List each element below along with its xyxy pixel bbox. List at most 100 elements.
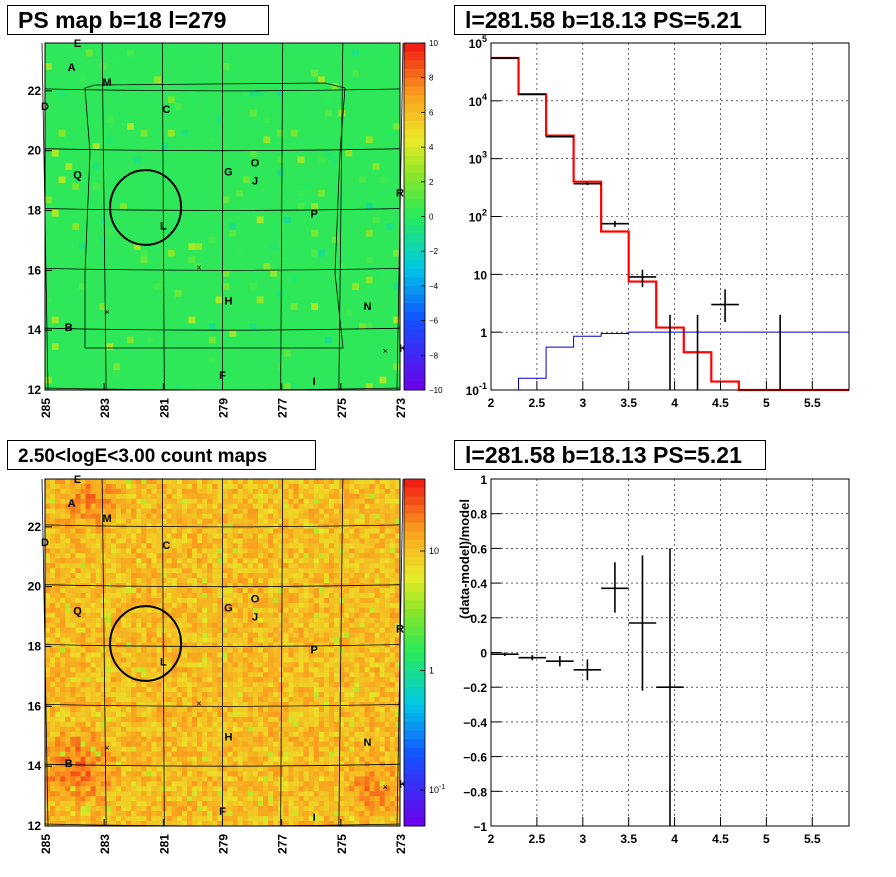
map-pixel [157, 543, 162, 548]
map-pixel [172, 692, 177, 697]
map-pixel [314, 529, 319, 534]
cross-marker: × [104, 307, 109, 317]
map-pixel [233, 514, 238, 519]
map-pixel [233, 563, 238, 568]
map-pixel [111, 479, 116, 484]
map-pixel [101, 682, 106, 687]
map-pixel [126, 568, 131, 573]
map-pixel [106, 722, 111, 727]
map-pixel [197, 657, 202, 662]
map-pixel [334, 494, 339, 499]
map-pixel [278, 598, 283, 603]
map-pixel [50, 548, 55, 553]
map-pixel [172, 613, 177, 618]
map-pixel [187, 628, 192, 633]
map-pixel [294, 776, 299, 781]
map-pixel [354, 484, 359, 489]
source-label-C: C [162, 104, 170, 116]
map-pixel [70, 558, 75, 563]
map-pixel [152, 687, 157, 692]
map-pixel [370, 484, 375, 489]
map-pixel [253, 722, 258, 727]
map-pixel [45, 623, 50, 628]
map-pixel [177, 534, 182, 539]
map-pixel [141, 558, 146, 563]
map-pixel [60, 558, 65, 563]
map-pixel [157, 697, 162, 702]
map-pixel [207, 568, 212, 573]
map-pixel [288, 538, 293, 543]
map-pixel [81, 563, 86, 568]
map-pixel [238, 529, 243, 534]
map-pixel [263, 509, 268, 514]
map-pixel [197, 786, 202, 791]
map-pixel [334, 742, 339, 747]
map-pixel [228, 747, 233, 752]
map-pixel [197, 667, 202, 672]
map-pixel [146, 806, 151, 811]
map-pixel [365, 672, 370, 677]
map-pixel [283, 548, 288, 553]
map-pixel [273, 514, 278, 519]
map-pixel [111, 588, 116, 593]
map-pixel [258, 776, 263, 781]
map-pixel [243, 548, 248, 553]
map-pixel [319, 781, 324, 786]
map-pixel [167, 806, 172, 811]
map-pixel [304, 727, 309, 732]
map-pixel [86, 638, 91, 643]
map-pixel [187, 573, 192, 578]
map-pixel [329, 727, 334, 732]
map-pixel [157, 618, 162, 623]
map-pixel [65, 707, 70, 712]
map-pixel [111, 806, 116, 811]
map-pixel [212, 672, 217, 677]
map-pixel [207, 801, 212, 806]
map-pixel [81, 529, 86, 534]
map-pixel [354, 791, 359, 796]
map-pixel [65, 732, 70, 737]
map-pixel [96, 771, 101, 776]
map-pixel [319, 618, 324, 623]
map-pixel [50, 529, 55, 534]
map-pixel [344, 662, 349, 667]
map-pixel [192, 538, 197, 543]
map-pixel [309, 667, 314, 672]
map-pixel [217, 479, 222, 484]
map-pixel [288, 479, 293, 484]
map-pixel [359, 603, 364, 608]
map-pixel [182, 821, 187, 826]
colorbar-segment [404, 225, 425, 234]
map-pixel [182, 130, 189, 137]
map-pixel [365, 509, 370, 514]
map-pixel [131, 776, 136, 781]
map-pixel [131, 538, 136, 543]
map-pixel [111, 563, 116, 568]
map-pixel [96, 638, 101, 643]
map-pixel [106, 672, 111, 677]
map-pixel [375, 717, 380, 722]
map-pixel [314, 806, 319, 811]
map-pixel [299, 578, 304, 583]
map-pixel [324, 489, 329, 494]
map-pixel [55, 786, 60, 791]
map-pixel [146, 504, 151, 509]
map-pixel [344, 643, 349, 648]
map-pixel [217, 672, 222, 677]
map-pixel [248, 653, 253, 658]
map-pixel [299, 494, 304, 499]
map-pixel [243, 712, 248, 717]
map-pixel [45, 196, 52, 203]
map-pixel [325, 150, 332, 157]
map-pixel [370, 752, 375, 757]
map-pixel [273, 653, 278, 658]
map-pixel [202, 747, 207, 752]
map-pixel [157, 593, 162, 598]
map-pixel [86, 534, 91, 539]
map-pixel [72, 223, 79, 230]
map-pixel [212, 776, 217, 781]
map-pixel [65, 593, 70, 598]
map-pixel [192, 479, 197, 484]
map-pixel [192, 623, 197, 628]
map-pixel [212, 628, 217, 633]
